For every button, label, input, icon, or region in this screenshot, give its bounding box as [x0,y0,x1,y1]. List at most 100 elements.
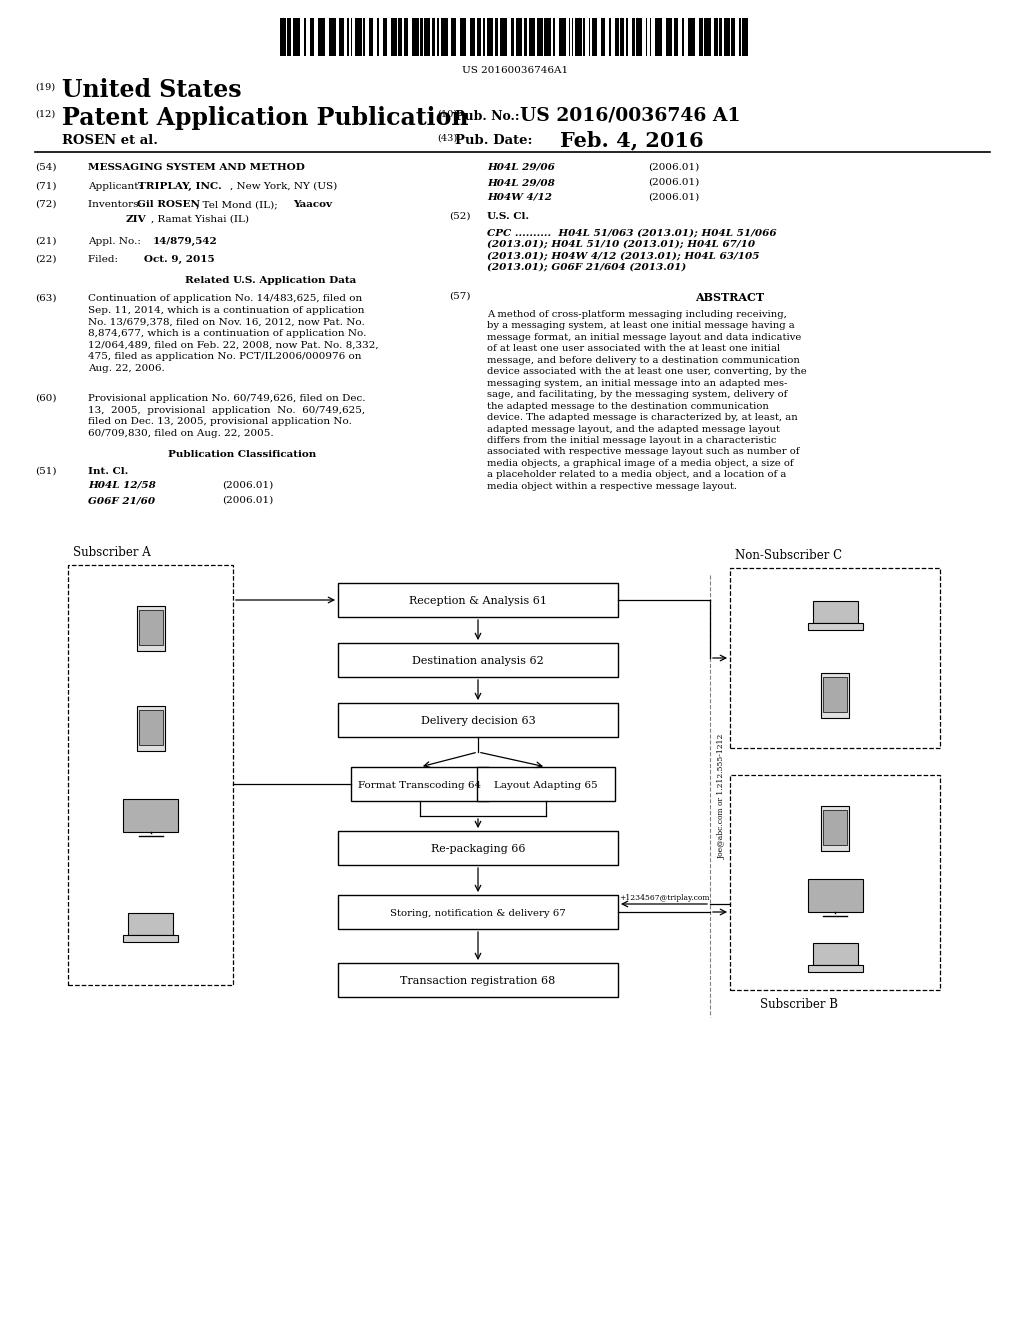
Bar [383,18,387,55]
Bar [821,805,849,850]
Bar [138,710,163,744]
Bar [338,643,618,677]
Text: (12): (12) [35,110,55,119]
Bar [568,18,570,55]
Bar [123,936,178,941]
Bar [731,18,735,55]
Bar [705,18,711,55]
Text: (2006.01): (2006.01) [222,496,273,506]
Bar [412,18,419,55]
Bar [812,942,857,965]
Bar [398,18,402,55]
Bar [645,18,647,55]
Text: Appl. No.:: Appl. No.: [88,238,147,246]
Text: 14/879,542: 14/879,542 [153,238,218,246]
Bar [318,18,325,55]
Text: Yaacov: Yaacov [293,201,332,209]
Bar [338,704,618,737]
Text: Pub. Date:: Pub. Date: [455,135,532,147]
Text: (22): (22) [35,255,56,264]
Text: Re-packaging 66: Re-packaging 66 [431,843,525,854]
Bar [553,18,555,55]
Bar [476,18,480,55]
Text: Gil ROSEN: Gil ROSEN [137,201,200,209]
Bar [293,18,299,55]
Text: Feb. 4, 2016: Feb. 4, 2016 [560,129,703,150]
Text: Delivery decision 63: Delivery decision 63 [421,715,536,726]
Bar [354,18,361,55]
Text: Format Transcoding 64: Format Transcoding 64 [358,780,481,789]
Bar [537,18,543,55]
Text: TRIPLAY, INC.: TRIPLAY, INC. [138,182,222,191]
Text: Publication Classification: Publication Classification [168,450,316,459]
Text: H04L 29/06: H04L 29/06 [487,162,555,172]
Bar [500,18,507,55]
Bar [714,18,718,55]
Text: (10): (10) [437,110,457,119]
Bar [516,18,521,55]
Bar [339,18,344,55]
Text: (52): (52) [449,213,470,220]
Bar [609,18,610,55]
Text: CPC ..........  H04L 51/063 (2013.01); H04L 51/066
(2013.01); H04L 51/10 (2013.0: CPC .......... H04L 51/063 (2013.01); H0… [487,228,776,272]
Bar [571,18,573,55]
Bar [742,18,748,55]
Bar [719,18,722,55]
Bar [338,964,618,997]
Bar [338,895,618,929]
Bar [424,18,429,55]
Bar [589,18,590,55]
Text: Subscriber A: Subscriber A [73,546,151,558]
Bar [362,18,365,55]
Bar [730,568,940,748]
Bar [649,18,651,55]
Text: , Tel Mond (IL);: , Tel Mond (IL); [196,201,281,209]
Bar [136,606,165,651]
Text: A method of cross-platform messaging including receiving,
by a messaging system,: A method of cross-platform messaging inc… [487,310,807,491]
Bar [666,18,672,55]
Bar [574,18,582,55]
Bar [460,18,466,55]
Bar [338,583,618,616]
Bar [451,18,456,55]
Bar [377,18,379,55]
Text: Inventors:: Inventors: [88,201,148,209]
Bar [687,18,694,55]
Bar [280,18,286,55]
Text: (51): (51) [35,467,56,477]
Bar [808,623,862,630]
Bar [68,565,233,985]
Text: Oct. 9, 2015: Oct. 9, 2015 [144,255,215,264]
Bar [529,18,535,55]
Text: Filed:: Filed: [88,255,140,264]
Text: Storing, notification & delivery 67: Storing, notification & delivery 67 [390,908,566,917]
Bar [636,18,641,55]
Text: Continuation of application No. 14/483,625, filed on
Sep. 11, 2014, which is a c: Continuation of application No. 14/483,6… [88,294,379,374]
Bar [346,18,349,55]
Bar [432,18,434,55]
Bar [730,775,940,990]
Text: (71): (71) [35,182,56,191]
Bar [128,912,173,936]
Text: +1234567@triplay.com: +1234567@triplay.com [618,894,710,902]
Text: (21): (21) [35,238,56,246]
Bar [123,799,178,832]
Text: Layout Adapting 65: Layout Adapting 65 [495,780,598,789]
Text: Subscriber B: Subscriber B [760,998,838,1011]
Bar [823,676,847,711]
Bar [495,18,498,55]
Text: (2006.01): (2006.01) [648,178,699,187]
Text: (54): (54) [35,162,56,172]
Bar [823,809,847,845]
Text: Patent Application Publication: Patent Application Publication [62,106,469,129]
Text: , New York, NY (US): , New York, NY (US) [230,182,337,191]
Bar [821,672,849,718]
Text: U.S. Cl.: U.S. Cl. [487,213,529,220]
Text: Applicant:: Applicant: [88,182,148,191]
Bar [559,18,566,55]
Bar [477,767,615,801]
Text: MESSAGING SYSTEM AND METHOD: MESSAGING SYSTEM AND METHOD [88,162,305,172]
Bar [583,18,585,55]
Text: ZIV: ZIV [126,215,146,224]
Text: (72): (72) [35,201,56,209]
